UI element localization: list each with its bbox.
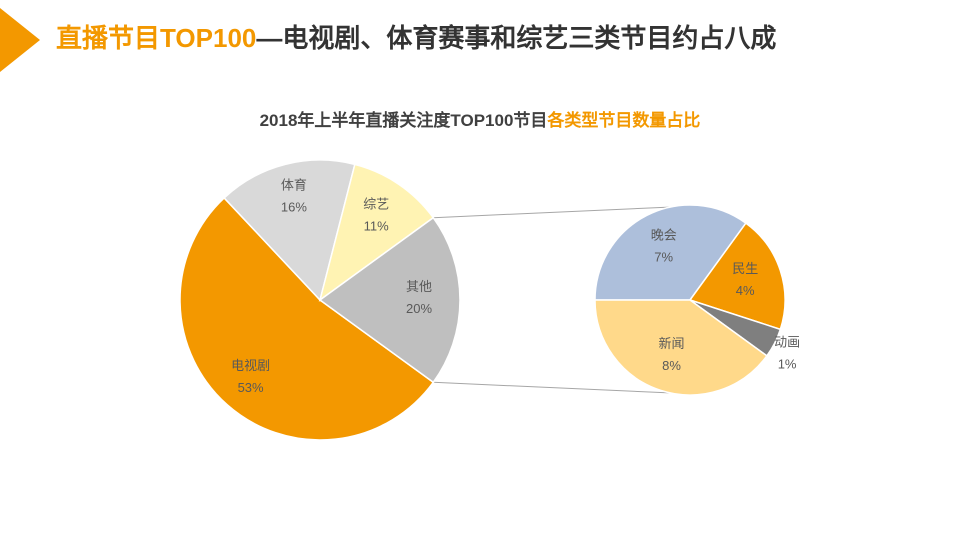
secondary-pie-slice-1	[688, 222, 786, 331]
main-pie-label-0: 电视剧	[231, 358, 270, 373]
secondary-pie-value-label-0: 7%	[654, 249, 673, 264]
main-pie-value-label-2: 11%	[364, 218, 389, 233]
secondary-pie-slice-0	[594, 204, 747, 301]
page-title-accent: 直播节目TOP100	[56, 23, 257, 53]
secondary-pie-slice-3	[594, 299, 768, 396]
main-pie-slice-0	[179, 196, 435, 441]
secondary-pie-label-3: 新闻	[658, 336, 684, 351]
page-title: 直播节目TOP100—电视剧、体育赛事和综艺三类节目约占八成	[56, 18, 776, 55]
main-pie-label-3: 其他	[406, 279, 432, 294]
main-pie-slice-2	[318, 163, 435, 302]
main-pie-slice-1	[223, 159, 356, 302]
secondary-pie-label-1: 民生	[732, 261, 758, 276]
header-arrow-decoration	[0, 8, 40, 72]
secondary-pie-label-0: 晚会	[651, 227, 677, 242]
main-pie-value-label-3: 20%	[406, 301, 432, 316]
secondary-pie-label-2: 动画	[774, 335, 800, 350]
secondary-pie-value-label-2: 1%	[778, 357, 797, 372]
chart-title-accent: 各类型节目数量占比	[547, 111, 701, 130]
main-pie-value-label-1: 16%	[281, 199, 307, 214]
main-pie-value-label-0: 53%	[238, 380, 264, 395]
connector-line-bottom	[433, 381, 673, 394]
secondary-pie-value-label-3: 8%	[662, 358, 681, 373]
main-pie-label-1: 体育	[281, 177, 307, 192]
page-title-rest: —电视剧、体育赛事和综艺三类节目约占八成	[256, 23, 777, 53]
secondary-pie-value-label-1: 4%	[736, 283, 755, 298]
main-pie-slice-3	[318, 216, 461, 384]
main-pie-label-2: 综艺	[363, 196, 389, 211]
chart-title-main: 2018年上半年直播关注度TOP100节目	[259, 111, 548, 130]
chart-title: 2018年上半年直播关注度TOP100节目各类型节目数量占比	[0, 106, 960, 131]
connector-line-top	[433, 206, 673, 219]
